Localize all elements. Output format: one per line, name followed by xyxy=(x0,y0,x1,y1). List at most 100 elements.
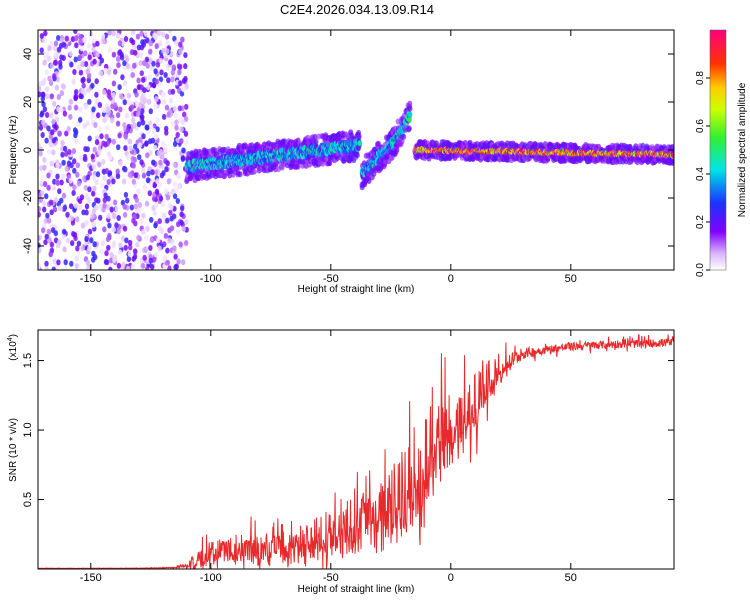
spectrogram-noise-mark xyxy=(97,161,102,168)
spectrogram-noise-mark xyxy=(153,103,158,110)
spectrogram-noise-mark xyxy=(38,108,41,115)
spectrogram-noise-mark xyxy=(132,62,137,69)
spectrogram-noise-mark xyxy=(107,222,112,229)
spectrogram-noise-mark xyxy=(158,159,163,166)
spectrogram-noise-mark xyxy=(46,217,52,224)
spectrogram-noise-mark xyxy=(123,132,128,139)
spectrogram-noise-mark xyxy=(98,214,103,221)
spectrogram-noise-mark xyxy=(78,93,83,99)
spectrogram-noise-mark xyxy=(143,30,149,37)
spectrogram-noise-mark xyxy=(181,77,187,84)
spectrogram-noise-mark xyxy=(129,37,134,44)
spectrogram-noise-mark xyxy=(81,209,86,216)
spectrogram-noise-mark xyxy=(165,194,171,201)
spectrogram-noise-mark xyxy=(179,126,184,133)
spectrogram-noise-mark xyxy=(180,156,186,162)
spectrogram-noise-mark xyxy=(102,197,108,204)
spectrogram-noise-mark xyxy=(78,69,84,76)
spectrogram-noise-mark xyxy=(80,222,86,229)
spectrogram-noise-mark xyxy=(123,145,128,152)
spectrogram-noise-mark xyxy=(163,72,168,78)
spectrogram-noise-mark xyxy=(75,162,81,169)
spectrogram-noise-mark xyxy=(55,162,60,169)
spectrogram-noise-mark xyxy=(68,177,73,184)
spectrogram-noise-mark xyxy=(62,110,68,117)
spectrogram-noise-mark xyxy=(108,154,113,161)
spectrogram-noise-mark xyxy=(134,100,139,107)
spectrogram-noise-mark xyxy=(140,262,146,269)
spectrogram-noise-mark xyxy=(138,137,143,144)
spectrogram-noise-mark xyxy=(59,37,64,44)
spectrogram-noise-mark xyxy=(94,179,99,186)
spectrogram-noise-mark xyxy=(158,58,164,64)
spectrogram-noise-mark xyxy=(42,59,47,66)
spectrogram-noise-mark xyxy=(161,91,166,98)
spectrogram-noise-mark xyxy=(113,102,118,109)
spectrogram-noise-mark xyxy=(101,38,106,45)
spectrogram-noise-mark xyxy=(83,184,89,191)
spectrogram-noise-mark xyxy=(91,163,97,170)
spectrogram-noise-mark xyxy=(59,197,64,204)
spectrogram-noise-mark xyxy=(126,256,132,263)
spectrogram-noise-mark xyxy=(149,180,154,187)
spectrogram-noise-mark xyxy=(102,175,107,182)
spectrogram-noise-mark xyxy=(42,77,47,84)
spectrogram-noise-mark xyxy=(62,145,68,152)
spectrogram-noise-mark xyxy=(176,173,181,179)
spectrogram-noise-mark xyxy=(49,93,54,100)
spectrogram-noise-mark xyxy=(172,193,178,200)
spectrogram-noise-mark xyxy=(122,211,128,218)
spectrogram-noise-mark xyxy=(164,33,170,40)
spectrogram-noise-mark xyxy=(90,213,95,220)
spectrogram-noise-mark xyxy=(115,173,121,180)
spectrogram-noise-mark xyxy=(76,180,82,187)
spectrogram-noise-mark xyxy=(74,263,80,269)
spectrogram-noise-mark xyxy=(176,183,182,190)
spectrogram-noise-mark xyxy=(151,60,156,67)
spectrogram-noise-mark xyxy=(62,266,68,270)
spectrogram-noise-mark xyxy=(78,116,83,123)
spectrogram-noise-mark xyxy=(84,236,89,242)
spectrogram-noise-mark xyxy=(64,35,70,42)
spectrogram-noise-mark xyxy=(170,76,175,83)
spectrogram-noise-mark xyxy=(51,73,57,80)
spectrogram-noise-mark xyxy=(155,117,160,123)
spectrogram-noise-mark xyxy=(126,153,131,160)
spectrogram-noise-mark xyxy=(146,84,151,91)
spectrogram-noise-mark xyxy=(57,205,63,212)
spectrogram-noise-mark xyxy=(74,89,79,95)
spectrogram-noise-mark xyxy=(116,62,121,69)
spectrogram-noise-mark xyxy=(103,259,109,265)
spectrogram-noise-mark xyxy=(142,247,147,254)
spectrogram-noise-mark xyxy=(174,187,179,194)
spectrogram-noise-mark xyxy=(60,83,66,90)
spectrogram-noise-mark xyxy=(117,249,123,256)
spectrogram-noise-mark xyxy=(74,138,79,145)
spectrogram-noise-mark xyxy=(154,43,159,50)
spectrogram-noise-mark xyxy=(138,51,143,58)
spectrogram-noise-mark xyxy=(91,106,96,113)
spectrogram-noise-mark xyxy=(167,265,172,270)
spectrogram-noise-mark xyxy=(91,221,96,228)
spectrogram-noise-mark xyxy=(136,44,142,51)
spectrogram-noise-mark xyxy=(67,148,72,155)
spectrogram-noise-mark xyxy=(140,114,145,121)
spectrogram-noise-mark xyxy=(44,69,50,76)
spectrogram-noise-mark xyxy=(122,203,127,210)
spectrogram-noise-mark xyxy=(100,33,106,40)
spectrogram-noise-mark xyxy=(133,143,138,150)
spectrogram-noise-mark xyxy=(148,48,153,55)
spectrogram-noise-mark xyxy=(38,80,43,87)
spectrogram-noise-mark xyxy=(42,164,47,171)
spectrogram-noise-mark xyxy=(97,149,102,156)
spectrogram-noise-mark xyxy=(95,40,100,47)
spectrogram-noise-mark xyxy=(178,241,183,248)
spectrogram-noise-mark xyxy=(42,37,47,44)
spectrogram-noise-mark xyxy=(83,50,88,57)
spectrogram-noise-mark xyxy=(183,130,189,137)
spectrogram-noise-mark xyxy=(168,97,174,104)
spectrogram-noise-mark xyxy=(153,133,159,140)
spectrogram-noise-mark xyxy=(69,260,74,267)
spectrogram-noise-mark xyxy=(70,219,76,226)
spectrogram-noise-mark xyxy=(65,211,70,218)
